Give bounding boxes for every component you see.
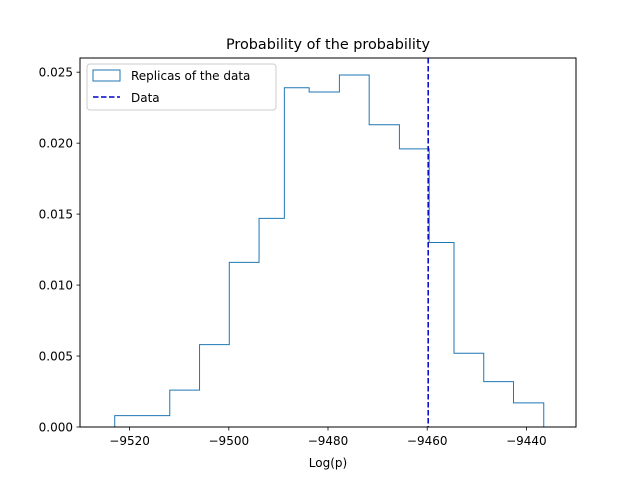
legend-label-data: Data bbox=[131, 91, 160, 105]
y-tick-label: 0.005 bbox=[39, 350, 73, 364]
x-tick-label: −9500 bbox=[209, 434, 250, 448]
y-tick-label: 0.010 bbox=[39, 279, 73, 293]
y-tick-label: 0.015 bbox=[39, 208, 73, 222]
legend-label-replicas: Replicas of the data bbox=[131, 69, 250, 83]
x-tick-label: −9520 bbox=[109, 434, 150, 448]
legend-histogram-swatch bbox=[92, 69, 121, 82]
x-tick-label: −9440 bbox=[506, 434, 547, 448]
x-tick-label: −9460 bbox=[407, 434, 448, 448]
y-tick-label: 0.025 bbox=[39, 66, 73, 80]
legend: Replicas of the data Data bbox=[86, 63, 277, 111]
legend-box bbox=[86, 63, 277, 111]
y-tick-label: 0.020 bbox=[39, 137, 73, 151]
y-tick-label: 0.000 bbox=[39, 421, 73, 435]
histogram-outline bbox=[114, 74, 545, 427]
x-axis-ticks: −9520 −9500 −9480 −9460 −9440 bbox=[109, 427, 547, 448]
x-axis-label: Log(p) bbox=[309, 456, 347, 470]
plot-area-frame bbox=[79, 57, 577, 428]
y-axis-ticks: 0.000 0.005 0.010 0.015 0.020 0.025 bbox=[39, 66, 80, 435]
chart-title: Probability of the probability bbox=[226, 37, 431, 53]
x-tick-label: −9480 bbox=[308, 434, 349, 448]
plot-series bbox=[114, 58, 545, 427]
